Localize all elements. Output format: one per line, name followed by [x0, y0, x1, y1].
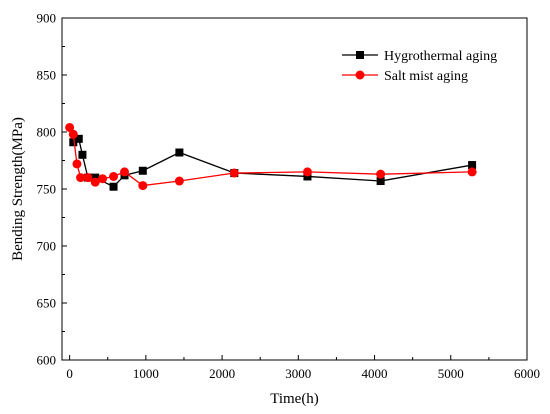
- data-point: [65, 122, 75, 132]
- x-tick-label: 4000: [362, 366, 388, 381]
- data-point: [78, 150, 87, 159]
- legend-label: Salt mist aging: [384, 69, 468, 84]
- series-layer: [65, 122, 477, 191]
- series-salt-mist: [65, 122, 477, 191]
- x-tick-label: 1000: [133, 366, 159, 381]
- data-point: [120, 167, 130, 177]
- y-tick-label: 700: [37, 239, 57, 254]
- legend-marker: [355, 70, 365, 80]
- data-point: [138, 181, 148, 191]
- y-tick-label: 900: [37, 11, 57, 26]
- data-point: [98, 174, 108, 184]
- data-point: [109, 171, 119, 181]
- y-axis-title: Bending Strength(MPa): [10, 117, 26, 261]
- data-point: [90, 177, 100, 187]
- data-point: [303, 172, 312, 181]
- y-axis: 600 650 700 750 800 850 900: [37, 11, 67, 368]
- legend-marker: [356, 51, 364, 59]
- data-point: [138, 166, 147, 175]
- y-tick-label: 650: [37, 296, 57, 311]
- data-point: [83, 173, 93, 183]
- x-axis-title: Time(h): [270, 391, 319, 407]
- x-tick-label: 6000: [514, 366, 540, 381]
- data-point: [109, 182, 118, 191]
- y-tick-label: 600: [37, 353, 57, 368]
- x-axis: 0 1000 2000 3000 4000 5000 6000: [66, 355, 540, 381]
- series-line: [72, 137, 473, 188]
- legend-label: Hygrothermal aging: [384, 49, 497, 64]
- series-line: [69, 127, 473, 187]
- data-point: [376, 177, 385, 186]
- x-tick-label: 2000: [209, 366, 235, 381]
- data-point: [72, 159, 82, 169]
- y-tick-label: 800: [37, 125, 57, 140]
- legend: Hygrothermal aging Salt mist aging: [342, 49, 497, 84]
- x-tick-label: 5000: [438, 366, 464, 381]
- x-tick-label: 3000: [285, 366, 311, 381]
- data-point: [74, 134, 83, 143]
- data-point: [91, 173, 100, 182]
- data-point: [175, 148, 184, 157]
- data-point: [76, 173, 86, 183]
- data-point: [467, 167, 477, 177]
- y-tick-label: 750: [37, 182, 57, 197]
- y-tick-label: 850: [37, 68, 57, 83]
- data-point: [174, 176, 184, 186]
- x-tick-label: 0: [66, 366, 73, 381]
- data-point: [468, 161, 477, 170]
- data-point: [229, 168, 239, 178]
- series-hygrothermal: [69, 134, 477, 191]
- data-point: [376, 169, 386, 179]
- data-point: [302, 167, 312, 177]
- data-point: [69, 138, 78, 147]
- data-point: [68, 129, 78, 139]
